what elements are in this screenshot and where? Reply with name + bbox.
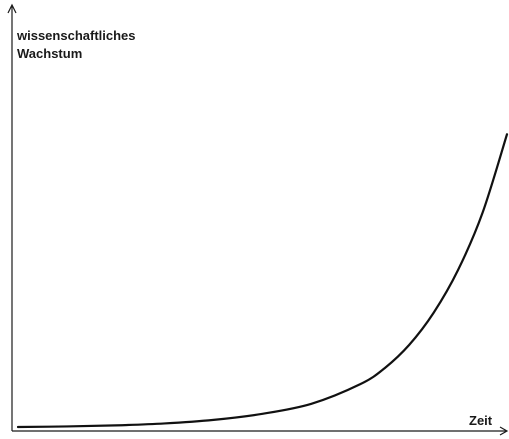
x-axis-arrow	[499, 426, 509, 436]
series-line-0	[16, 133, 509, 429]
x-axis	[12, 426, 509, 436]
x-axis-label: Zeit	[469, 413, 493, 428]
y-axis-label-line-1: wissenschaftliches	[16, 28, 136, 43]
series-layer	[16, 133, 509, 429]
y-axis-label-line-2: Wachstum	[17, 46, 82, 61]
y-axis	[7, 3, 17, 431]
y-axis-arrow	[7, 3, 17, 14]
